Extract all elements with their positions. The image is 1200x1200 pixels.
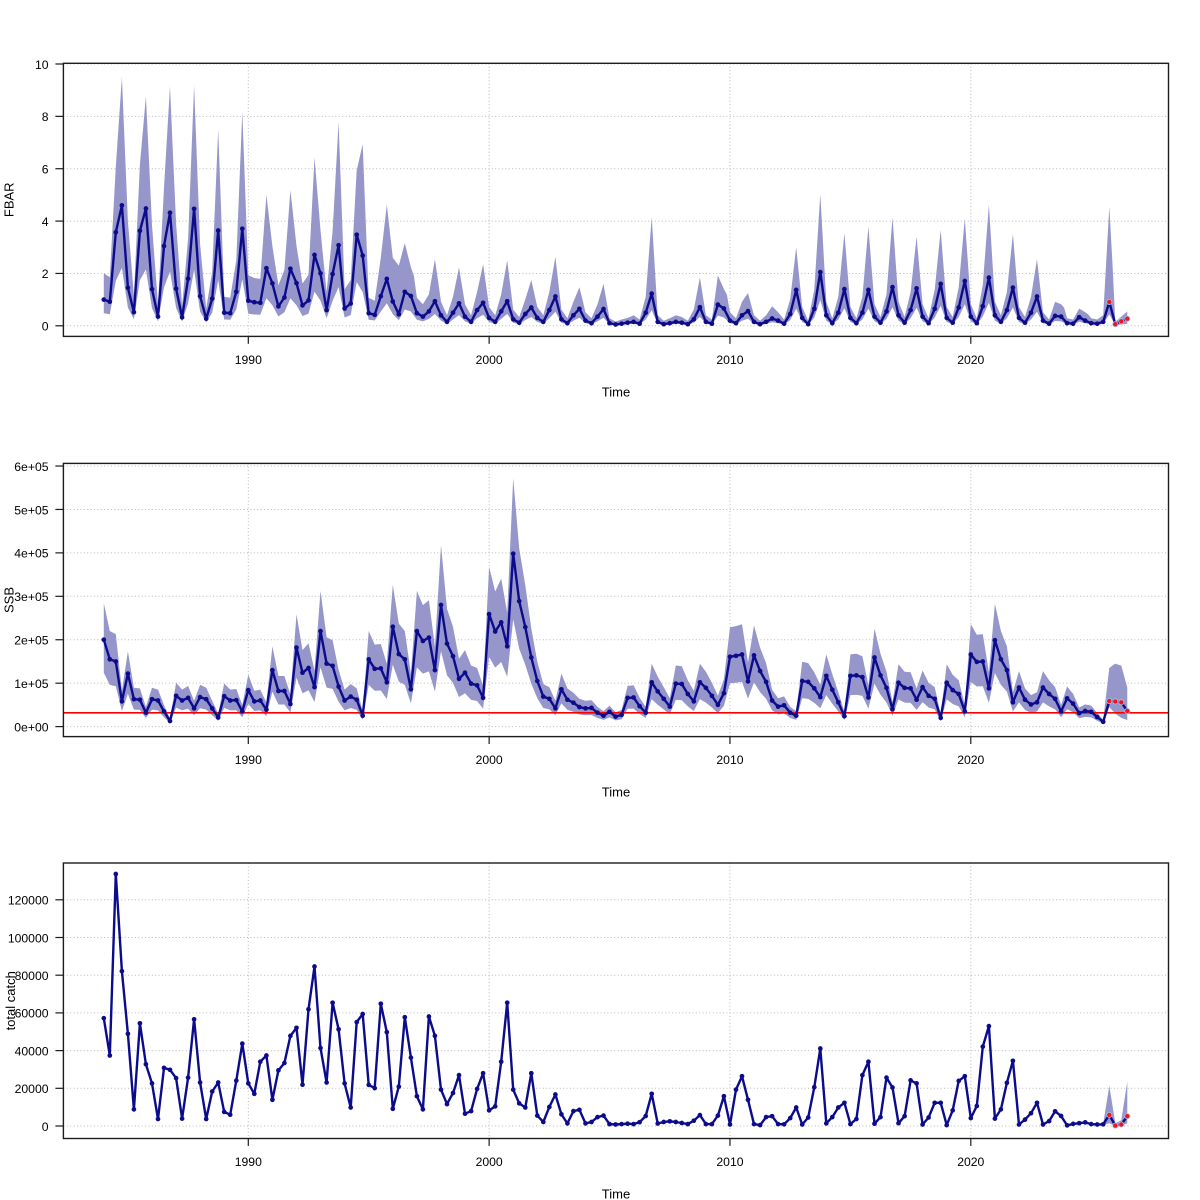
svg-text:120000: 120000 (8, 894, 49, 908)
svg-text:2000: 2000 (476, 353, 503, 367)
svg-text:2020: 2020 (957, 753, 984, 767)
svg-text:6e+05: 6e+05 (14, 460, 48, 474)
svg-text:Time: Time (602, 785, 630, 800)
svg-text:10: 10 (35, 58, 49, 72)
svg-text:2e+05: 2e+05 (14, 634, 48, 648)
svg-text:0e+00: 0e+00 (14, 720, 48, 734)
svg-text:Time: Time (602, 1187, 630, 1200)
svg-text:40000: 40000 (15, 1044, 49, 1058)
svg-text:2010: 2010 (716, 1155, 743, 1169)
svg-text:3e+05: 3e+05 (14, 590, 48, 604)
svg-text:0: 0 (42, 1120, 49, 1134)
svg-text:6: 6 (42, 163, 49, 177)
svg-text:0: 0 (42, 320, 49, 334)
svg-text:Time: Time (602, 385, 630, 400)
svg-text:4: 4 (42, 215, 49, 229)
svg-text:1990: 1990 (235, 753, 262, 767)
svg-text:5e+05: 5e+05 (14, 503, 48, 517)
svg-text:2: 2 (42, 267, 49, 281)
svg-text:4e+05: 4e+05 (14, 547, 48, 561)
svg-text:8: 8 (42, 110, 49, 124)
svg-text:100000: 100000 (8, 931, 49, 945)
svg-text:60000: 60000 (15, 1007, 49, 1021)
svg-text:2000: 2000 (476, 1155, 503, 1169)
svg-text:2000: 2000 (476, 753, 503, 767)
svg-text:FBAR: FBAR (2, 182, 17, 217)
svg-text:2020: 2020 (957, 1155, 984, 1169)
svg-text:80000: 80000 (15, 969, 49, 983)
svg-text:total catch: total catch (3, 971, 18, 1030)
svg-text:1990: 1990 (235, 353, 262, 367)
svg-text:2010: 2010 (716, 753, 743, 767)
svg-text:2020: 2020 (957, 353, 984, 367)
svg-text:1e+05: 1e+05 (14, 677, 48, 691)
svg-text:SSB: SSB (2, 587, 17, 613)
svg-text:20000: 20000 (15, 1082, 49, 1096)
svg-text:1990: 1990 (235, 1155, 262, 1169)
svg-text:2010: 2010 (716, 353, 743, 367)
